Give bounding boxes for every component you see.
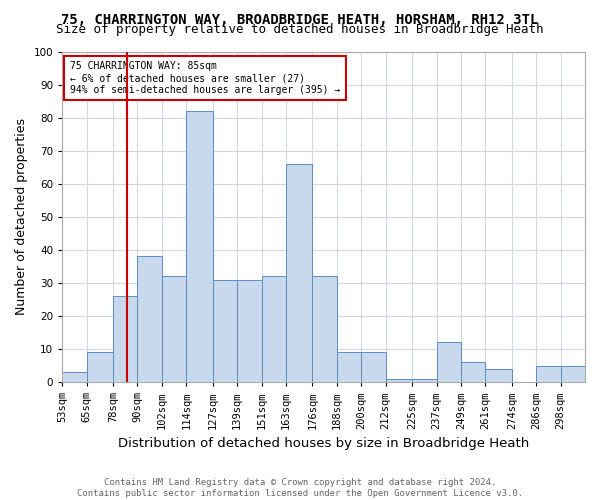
Bar	[162, 276, 186, 382]
Bar	[186, 111, 213, 382]
Bar	[560, 366, 585, 382]
Bar	[237, 280, 262, 382]
Bar	[560, 366, 585, 382]
Bar	[262, 276, 286, 382]
X-axis label: Distribution of detached houses by size in Broadbridge Heath: Distribution of detached houses by size …	[118, 437, 529, 450]
Bar	[536, 366, 560, 382]
Bar	[86, 352, 113, 382]
Text: Contains HM Land Registry data © Crown copyright and database right 2024.
Contai: Contains HM Land Registry data © Crown c…	[77, 478, 523, 498]
Bar	[386, 379, 412, 382]
Bar	[286, 164, 313, 382]
Bar	[412, 379, 437, 382]
Bar	[113, 296, 137, 382]
Text: Size of property relative to detached houses in Broadbridge Heath: Size of property relative to detached ho…	[56, 22, 544, 36]
Bar	[313, 276, 337, 382]
Bar	[62, 372, 86, 382]
Bar	[461, 362, 485, 382]
Bar	[337, 352, 361, 382]
Bar	[137, 256, 162, 382]
Bar	[213, 280, 237, 382]
Bar	[437, 342, 461, 382]
Bar	[485, 369, 512, 382]
Bar	[361, 352, 386, 382]
Text: 75, CHARRINGTON WAY, BROADBRIDGE HEATH, HORSHAM, RH12 3TL: 75, CHARRINGTON WAY, BROADBRIDGE HEATH, …	[61, 12, 539, 26]
Text: 75 CHARRINGTON WAY: 85sqm
← 6% of detached houses are smaller (27)
94% of semi-d: 75 CHARRINGTON WAY: 85sqm ← 6% of detach…	[70, 62, 340, 94]
Y-axis label: Number of detached properties: Number of detached properties	[15, 118, 28, 316]
